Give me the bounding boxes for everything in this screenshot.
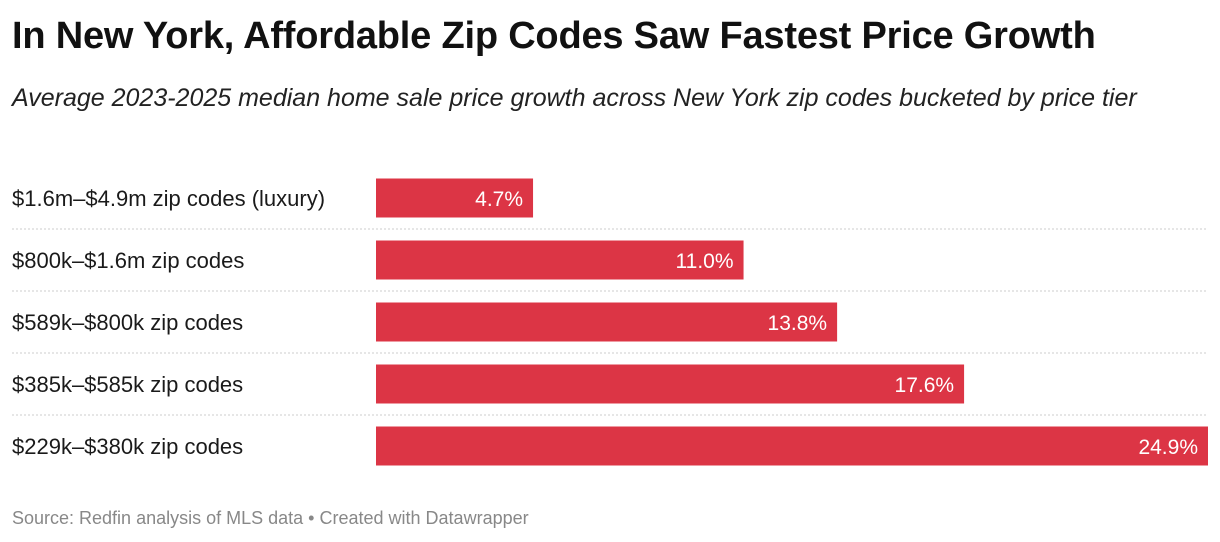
value-label: 17.6% [895,374,955,397]
footer-separator: • [308,508,315,528]
bar-row: $1.6m–$4.9m zip codes (luxury) 4.7% [12,178,1208,230]
category-label: $1.6m–$4.9m zip codes (luxury) [12,186,325,211]
bar-row: $800k–$1.6m zip codes 11.0% [12,240,1208,292]
bar-row: $385k–$585k zip codes 17.6% [12,364,1208,416]
value-label: 4.7% [475,188,523,211]
value-label: 13.8% [768,312,828,335]
bar [376,178,534,218]
category-label: $385k–$585k zip codes [12,372,243,397]
bar [376,426,1208,466]
bar-row: $589k–$800k zip codes 13.8% [12,302,1208,354]
bar [376,240,744,280]
chart-subtitle: Average 2023-2025 median home sale price… [12,84,1137,112]
bar [376,364,965,404]
source-note: Source: Redfin analysis of MLS data [12,508,304,528]
chart-title: In New York, Affordable Zip Codes Saw Fa… [12,15,1096,57]
category-label: $229k–$380k zip codes [12,434,243,459]
bar [376,302,838,342]
bar-row: $229k–$380k zip codes 24.9% [12,426,1208,466]
category-label: $800k–$1.6m zip codes [12,248,244,273]
credit-note: Created with Datawrapper [319,508,529,528]
chart-footer: Source: Redfin analysis of MLS data • Cr… [12,506,529,530]
value-label: 24.9% [1138,436,1198,459]
value-label: 11.0% [676,250,734,273]
chart-rows: $1.6m–$4.9m zip codes (luxury) 4.7% $800k–… [12,178,1208,466]
category-label: $589k–$800k zip codes [12,310,243,335]
